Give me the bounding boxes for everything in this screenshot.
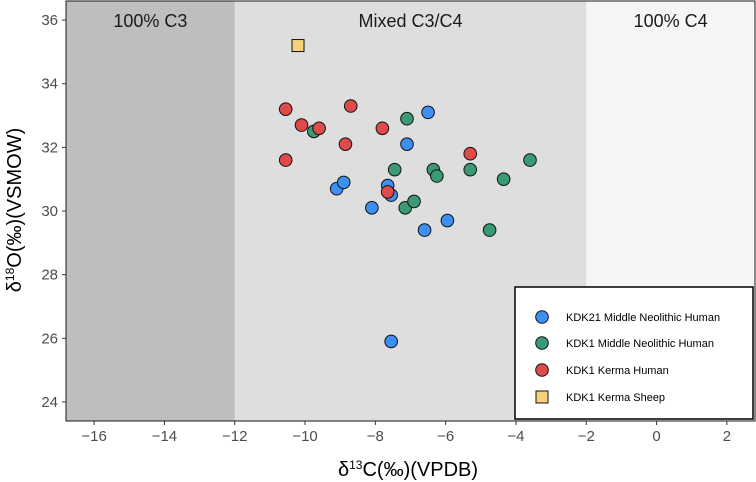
x-axis: −16 −14 −12 −10 −8 −6 −4 −2 0 2	[81, 421, 731, 445]
x-tick-label: −4	[507, 428, 524, 445]
point-kdk1-middle-neolithic-human	[387, 162, 402, 177]
point-kdk21-middle-neolithic-human	[417, 223, 432, 237]
data-points	[278, 39, 537, 349]
point-kdk1-kerma-human	[294, 118, 309, 132]
zone-label-100pct-c4: 100% C4	[634, 11, 708, 31]
x-axis-title: δ13C(‰)(VPDB)	[338, 458, 478, 481]
legend-label-kdk1-middle-neolithic-human: KDK1 Middle Neolithic Human	[566, 338, 714, 350]
zone-labels: 100% C3 Mixed C3/C4 100% C4	[113, 11, 707, 31]
y-tick-label: 34	[41, 76, 58, 93]
point-kdk1-kerma-human	[278, 153, 293, 167]
point-kdk21-middle-neolithic-human	[440, 213, 455, 228]
point-kdk1-middle-neolithic-human	[400, 111, 414, 126]
legend-label-kdk1-kerma-sheep: KDK1 Kerma Sheep	[566, 392, 665, 404]
y-tick-label: 36	[41, 12, 58, 29]
legend-box	[514, 286, 754, 420]
x-tick-label: −14	[152, 428, 177, 445]
y-tick-label: 30	[41, 203, 58, 220]
point-kdk1-kerma-human	[278, 102, 293, 116]
x-tick-label: −2	[578, 428, 595, 445]
x-tick-label: 2	[723, 428, 731, 445]
point-kdk21-middle-neolithic-human	[336, 175, 351, 190]
zone-100pct-c3	[66, 1, 235, 421]
point-kdk1-middle-neolithic-human	[523, 153, 537, 167]
y-tick-label: 28	[41, 267, 58, 284]
y-tick-label: 32	[41, 139, 58, 156]
legend: KDK21 Middle Neolithic Human KDK1 Middle …	[514, 286, 754, 420]
x-tick-label: −10	[292, 428, 317, 445]
point-kdk1-middle-neolithic-human	[407, 194, 421, 209]
x-tick-label: −16	[81, 428, 106, 445]
point-kdk1-middle-neolithic-human	[463, 162, 478, 177]
legend-marker-kdk1-kerma-sheep	[535, 390, 549, 404]
y-axis-title: δ18O(‰)(VSMOW)	[3, 128, 26, 292]
point-kdk1-kerma-human	[338, 137, 353, 151]
y-tick-label: 24	[41, 394, 58, 411]
zone-label-mixed-c3-c4: Mixed C3/C4	[358, 11, 462, 31]
x-tick-label: 0	[652, 428, 660, 445]
x-tick-label: −8	[367, 428, 384, 445]
point-kdk1-kerma-human	[312, 121, 326, 136]
y-axis: 24 26 28 30 32 34 36	[41, 12, 66, 411]
point-kdk1-kerma-sheep	[291, 39, 305, 53]
legend-marker-kdk21-middle-neolithic-human	[535, 310, 549, 324]
x-tick-label: −6	[437, 428, 454, 445]
point-kdk21-middle-neolithic-human	[400, 137, 414, 151]
point-kdk1-middle-neolithic-human	[496, 172, 511, 186]
legend-marker-kdk1-middle-neolithic-human	[535, 336, 549, 350]
zone-label-100pct-c3: 100% C3	[113, 11, 187, 31]
point-kdk1-kerma-human	[343, 99, 358, 113]
point-kdk1-middle-neolithic-human	[430, 169, 444, 183]
point-kdk1-kerma-human	[380, 185, 395, 199]
legend-label-kdk1-kerma-human: KDK1 Kerma Human	[566, 365, 669, 377]
x-tick-label: −12	[222, 428, 247, 445]
point-kdk1-kerma-human	[375, 121, 390, 136]
legend-marker-kdk1-kerma-human	[535, 363, 549, 377]
point-kdk21-middle-neolithic-human	[365, 201, 379, 215]
point-kdk1-kerma-human	[463, 146, 478, 161]
point-kdk21-middle-neolithic-human	[421, 105, 435, 120]
point-kdk21-middle-neolithic-human	[384, 334, 398, 349]
y-tick-label: 26	[41, 330, 58, 347]
legend-label-kdk21-middle-neolithic-human: KDK21 Middle Neolithic Human	[566, 312, 720, 324]
point-kdk1-middle-neolithic-human	[482, 223, 497, 237]
